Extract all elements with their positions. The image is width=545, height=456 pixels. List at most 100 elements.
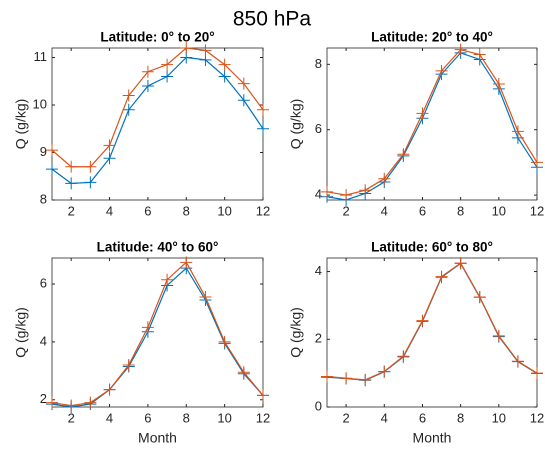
axes-box	[51, 47, 264, 201]
data-marker	[321, 370, 333, 383]
y-tick-label: 11	[34, 49, 48, 64]
x-tick-label: 6	[144, 203, 151, 218]
data-marker	[378, 172, 391, 185]
axes-box	[326, 47, 538, 201]
data-marker	[103, 383, 116, 396]
series-line	[326, 52, 538, 201]
x-tick-label: 2	[68, 410, 75, 425]
data-marker	[161, 70, 174, 83]
subplot-title: Latitude: 40° to 60°	[97, 240, 219, 255]
data-marker	[180, 42, 193, 54]
y-tick-label: 8	[315, 56, 322, 71]
x-tick-label: 12	[256, 410, 270, 425]
data-marker	[397, 350, 410, 363]
data-marker	[122, 103, 135, 116]
y-tick-label: 9	[40, 144, 47, 159]
y-tick-label: 2	[315, 331, 322, 346]
data-marker	[531, 156, 543, 169]
data-marker	[122, 359, 135, 372]
x-tick-label: 2	[68, 203, 75, 218]
data-marker	[416, 107, 429, 120]
x-tick-label: 4	[381, 410, 388, 425]
y-tick-label: 6	[315, 121, 322, 136]
data-marker	[378, 365, 391, 378]
data-marker	[180, 256, 193, 269]
x-tick-label: 12	[530, 203, 544, 218]
data-marker	[237, 94, 250, 107]
data-marker	[84, 160, 97, 173]
x-tick-label: 6	[419, 203, 426, 218]
subplot-title: Latitude: 0° to 20°	[100, 30, 214, 45]
data-marker	[237, 366, 250, 379]
data-marker	[257, 122, 269, 135]
data-marker	[46, 163, 58, 176]
data-marker	[199, 44, 212, 57]
x-tick-label: 10	[217, 410, 231, 425]
x-tick-label: 12	[256, 203, 270, 218]
figure-title: 850 hPa	[233, 8, 312, 31]
data-marker	[397, 148, 410, 161]
y-tick-label: 0	[315, 398, 322, 413]
data-marker	[141, 80, 154, 92]
y-tick-label: 4	[315, 263, 322, 278]
data-marker	[161, 58, 174, 71]
data-marker	[218, 335, 231, 348]
data-marker	[218, 58, 231, 71]
y-axis-label: Q (g/kg)	[288, 307, 304, 358]
data-marker	[65, 399, 78, 412]
x-tick-label: 8	[457, 410, 464, 425]
x-tick-label: 6	[144, 410, 151, 425]
y-tick-label: 4	[40, 333, 47, 348]
x-tick-label: 10	[217, 203, 231, 218]
data-marker	[454, 43, 467, 56]
y-axis-label: Q (g/kg)	[13, 99, 29, 150]
data-marker	[122, 89, 135, 102]
x-tick-label: 4	[381, 203, 388, 218]
data-marker	[340, 189, 353, 202]
x-tick-label: 6	[419, 410, 426, 425]
axes-box	[326, 257, 538, 408]
data-marker	[141, 65, 154, 78]
data-marker	[161, 273, 174, 286]
data-marker	[199, 291, 212, 304]
data-marker	[141, 321, 154, 334]
data-marker	[435, 270, 448, 283]
data-marker	[84, 396, 97, 409]
data-marker	[359, 373, 372, 386]
x-tick-label: 2	[342, 203, 349, 218]
data-marker	[237, 77, 250, 90]
y-tick-label: 10	[33, 96, 47, 111]
data-marker	[473, 48, 486, 61]
subplot-title: Latitude: 60° to 80°	[371, 240, 493, 255]
x-tick-label: 4	[106, 203, 113, 218]
y-tick-label: 4	[315, 187, 322, 202]
axes-box	[51, 257, 264, 408]
data-marker	[435, 64, 448, 77]
data-marker	[454, 257, 467, 270]
data-marker	[103, 139, 116, 152]
data-marker	[511, 125, 524, 138]
data-marker	[321, 185, 333, 198]
data-marker	[492, 77, 505, 90]
x-axis-label: Month	[413, 430, 452, 446]
data-marker	[359, 184, 372, 197]
data-marker	[416, 314, 429, 327]
x-axis-label: Month	[138, 430, 177, 446]
y-tick-label: 8	[40, 191, 47, 206]
x-tick-label: 8	[183, 410, 190, 425]
data-marker	[257, 389, 269, 402]
y-axis-label: Q (g/kg)	[288, 99, 304, 150]
data-marker	[257, 103, 269, 116]
data-marker	[65, 177, 78, 190]
data-marker	[218, 70, 231, 83]
x-tick-label: 8	[183, 203, 190, 218]
data-marker	[46, 144, 58, 157]
x-tick-label: 12	[530, 410, 544, 425]
data-marker	[340, 372, 353, 385]
data-marker	[46, 396, 58, 409]
series-line	[326, 48, 538, 196]
data-marker	[103, 152, 116, 165]
x-tick-label: 10	[492, 410, 506, 425]
x-tick-label: 8	[457, 203, 464, 218]
